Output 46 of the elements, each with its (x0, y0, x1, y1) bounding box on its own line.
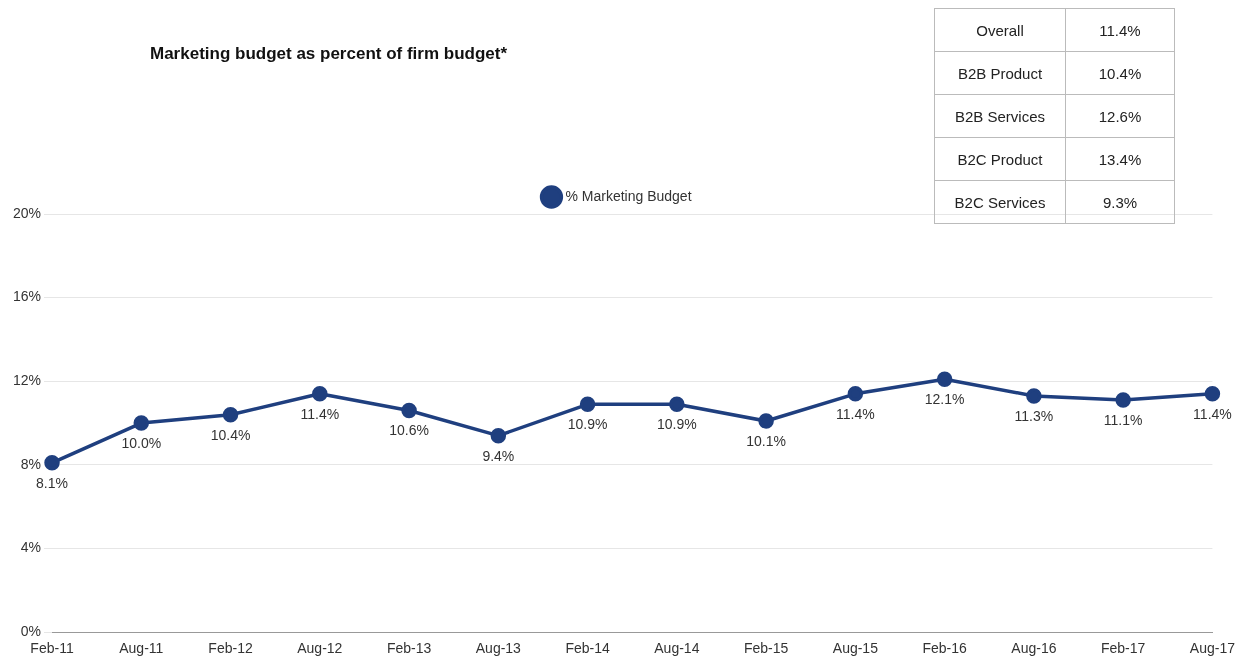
data-label: 10.9% (657, 416, 697, 433)
y-tick-label: 16% (12, 288, 42, 305)
text: 9.3% (1102, 193, 1138, 211)
x-tick-label: Aug-11 (119, 640, 164, 657)
data-label: 11.4% (300, 405, 340, 422)
x-tick-label: Aug-13 (475, 640, 522, 657)
category-label: B2B Product (934, 51, 1066, 95)
data-label: 8.1% (36, 474, 68, 491)
data-label: 11.4% (836, 405, 875, 422)
text: 10.4% (1098, 64, 1142, 82)
chart-title: Marketing budget as percent of firm budget* (150, 44, 508, 64)
category-label: Overall (934, 8, 1066, 52)
y-tick-label: 8% (20, 455, 42, 472)
y-tick-label: 0% (20, 623, 42, 640)
data-label: 10.1% (746, 432, 786, 449)
data-label: 11.3% (1014, 407, 1054, 424)
y-tick-label: 4% (20, 539, 42, 556)
x-tick-label: Aug-15 (832, 640, 879, 657)
x-tick-label: Feb-16 (922, 640, 968, 657)
x-tick-label: Feb-13 (386, 640, 432, 657)
y-tick-label: 20% (12, 204, 42, 221)
data-label: 12.1% (924, 391, 965, 408)
x-tick-label: Feb-15 (743, 640, 789, 657)
data-label: 10.9% (567, 416, 608, 433)
text: 11.4% (1099, 21, 1141, 39)
x-tick-label: Feb-14 (565, 640, 610, 657)
x-tick-label: Feb-17 (1100, 640, 1146, 657)
data-label: 9.4% (482, 447, 515, 464)
x-tick-label: Feb-11 (30, 640, 74, 657)
x-tick-label: Aug-12 (297, 640, 343, 657)
y-tick-label: 12% (12, 372, 42, 389)
data-label: 10.6% (389, 422, 429, 439)
category-label: B2C Product (934, 137, 1066, 181)
data-label: 10.0% (121, 434, 162, 451)
x-tick-label: Aug-14 (654, 640, 700, 657)
x-tick-label: Feb-12 (208, 640, 253, 657)
category-label: B2B Services (934, 94, 1066, 138)
x-tick-label: Aug-17 (1189, 640, 1236, 657)
text: 12.6% (1098, 107, 1142, 125)
data-label: 10.4% (210, 426, 251, 443)
data-label: 11.1% (1103, 411, 1143, 428)
data-label: 11.4% (1193, 405, 1232, 422)
legend-label: % Marketing Budget (565, 187, 692, 204)
text: 13.4% (1098, 150, 1142, 168)
x-tick-label: Aug-16 (1011, 640, 1057, 657)
category-label: B2C Services (934, 180, 1066, 224)
